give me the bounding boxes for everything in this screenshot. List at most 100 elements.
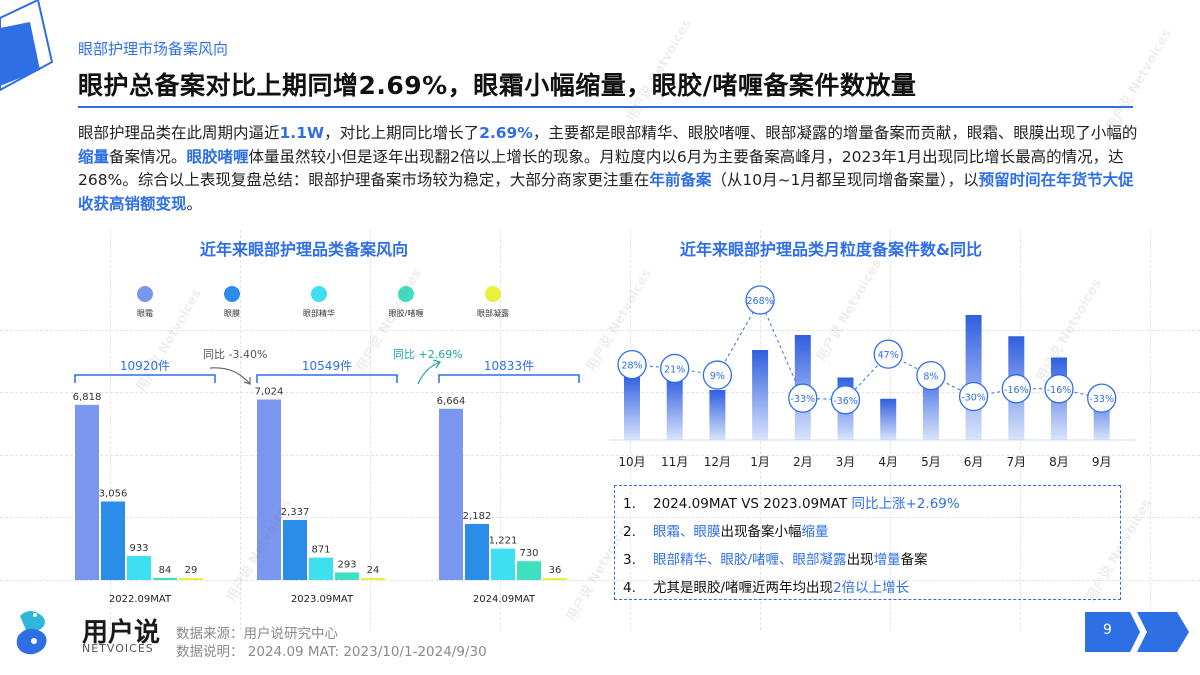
left-chart-title: 近年来眼部护理品类备案风向: [200, 240, 409, 259]
month-axis-label: 4月: [878, 455, 898, 469]
total-bracket: [256, 374, 398, 383]
total-bracket: [74, 374, 216, 383]
title-underline: [78, 106, 1133, 108]
bar-眼胶/啫喱: [153, 577, 177, 580]
yoy-point: [788, 383, 818, 413]
bar-眼霜: [75, 404, 99, 580]
yoy-label: -16%: [1004, 385, 1029, 396]
month-axis-label: 6月: [964, 455, 984, 469]
bar-眼胶/啫喱: [517, 561, 541, 580]
month-bar: [880, 398, 897, 440]
insight-notes-box: 1. 2024.09MAT VS 2023.09MAT 同比上涨+2.69% 2. 眼…: [614, 485, 1121, 600]
yoy-label: -33%: [791, 394, 816, 405]
note-text: 眼部精华、眼胶/啫喱、眼部凝露: [653, 552, 847, 568]
month-bar: [666, 377, 683, 440]
month-bar: [624, 375, 640, 440]
paragraph-text: 。: [186, 194, 203, 213]
note-number: 1.: [623, 496, 636, 512]
highlight-text: 年前备案: [649, 171, 712, 189]
bar-value-label: 871: [311, 545, 330, 556]
page-number-badge: [1085, 612, 1189, 652]
page-number: 9: [1103, 622, 1112, 638]
note-text: 2倍以上增长: [833, 580, 910, 596]
bar-value-label: 1,221: [489, 536, 518, 547]
month-axis-label: 9月: [1092, 455, 1112, 469]
left-bar-chart: 6,818 3,056 933 84 29 10920件 2022.09MAT 7,024 2,…: [73, 348, 580, 605]
bar-value-label: 29: [185, 565, 198, 576]
legend-item: 眼部凝露: [453, 286, 533, 319]
summary-paragraph: 眼部护理品类在此周期内逼近1.1W，对比上期同比增长了2.69%，主要都是眼部精…: [78, 122, 1148, 216]
arrow-head-icon: [432, 359, 441, 369]
yoy-change-label: 同比 -3.40%: [203, 348, 267, 361]
bar-value-label: 933: [129, 543, 148, 554]
yoy-point: [873, 339, 903, 369]
yoy-point: [916, 360, 946, 391]
note-text: 2024.09MAT VS 2023.09MAT: [653, 496, 852, 512]
bar-眼部精华: [309, 557, 333, 580]
bar-value-label: 293: [337, 559, 356, 570]
note-text: 同比上涨+2.69%: [851, 496, 960, 512]
bar-眼部精华: [127, 556, 151, 580]
bar-value-label: 7,024: [255, 387, 284, 398]
data-source: 数据来源：用户说研究中心: [176, 626, 338, 642]
yoy-label: 21%: [664, 364, 685, 375]
legend-swatch: [485, 286, 501, 302]
page-title: 眼护总备案对比上期同增2.69%，眼霜小幅缩量，眼胶/啫喱备案件数放量: [78, 71, 917, 100]
arrow-head-icon: [243, 377, 251, 385]
watermark: 用户说 Netvoices: [1104, 26, 1175, 135]
month-axis-label: 5月: [921, 455, 941, 469]
note-number: 3.: [623, 552, 636, 568]
bar-眼霜: [439, 408, 463, 580]
change-arrow-icon: [417, 361, 441, 385]
month-bar: [709, 390, 726, 440]
bar-value-label: 6,664: [437, 396, 466, 407]
legend-label: 眼膜: [224, 309, 240, 318]
group-axis-label: 2024.09MAT: [473, 594, 536, 605]
legend-label: 眼部凝露: [477, 309, 509, 318]
yoy-label: -36%: [833, 396, 858, 407]
note-text: 出现备案小幅: [720, 524, 802, 540]
logo-text: 用户说: [82, 618, 161, 648]
note-number: 2.: [623, 524, 636, 540]
bar-眼部凝露: [179, 578, 203, 580]
group-axis-label: 2022.09MAT: [109, 594, 172, 605]
legend-swatch: [137, 286, 153, 302]
bar-眼霜: [257, 399, 281, 580]
note-text: 尤其是眼胶/啫喱近两年均出现: [653, 580, 834, 596]
yoy-change-label: 同比 +2.69%: [393, 348, 463, 361]
note-number: 4.: [623, 580, 636, 596]
highlight-text: 缩量: [78, 147, 110, 166]
month-bar: [965, 315, 982, 440]
yoy-point: [830, 385, 861, 415]
bar-value-label: 3,056: [99, 488, 128, 499]
bar-value-label: 6,818: [73, 392, 102, 403]
paragraph-text: （从10月~1月都呈现同增备案量），以: [711, 171, 979, 189]
legend-swatch: [224, 286, 240, 302]
bar-眼膜: [283, 519, 307, 580]
group-total-label: 10920件: [120, 359, 170, 373]
bar-value-label: 36: [549, 565, 562, 576]
yoy-label: 268%: [747, 296, 774, 307]
bar-value-label: 2,182: [463, 511, 492, 522]
note-line: 1. 2024.09MAT VS 2023.09MAT 同比上涨+2.69%: [623, 492, 960, 512]
legend-label: 眼胶/啫喱: [388, 309, 424, 318]
note-text: 增量: [873, 552, 901, 568]
bar-value-label: 730: [519, 548, 538, 559]
yoy-label: 9%: [710, 371, 725, 382]
group-total-label: 10833件: [484, 359, 534, 373]
total-bracket: [438, 374, 580, 383]
group-total-label: 10549件: [302, 359, 352, 373]
corner-decoration: [0, 0, 54, 92]
yoy-line: [631, 298, 1102, 401]
netvoices-logo-icon: [16, 611, 47, 655]
highlight-text: 1.1W: [279, 124, 325, 142]
yoy-point: [617, 349, 647, 380]
month-axis-label: 8月: [1049, 455, 1069, 469]
note-line: 3. 眼部精华、眼胶/啫喱、眼部凝露出现增量备案: [623, 548, 928, 568]
note-line: 2. 眼霜、眼膜出现备案小幅缩量: [623, 520, 829, 540]
month-bar: [752, 350, 769, 440]
yoy-point: [1087, 383, 1117, 413]
yoy-point: [702, 360, 733, 390]
paragraph-text: 眼部护理品类在此周期内逼近: [78, 124, 280, 142]
month-axis-label: 11月: [661, 455, 688, 469]
